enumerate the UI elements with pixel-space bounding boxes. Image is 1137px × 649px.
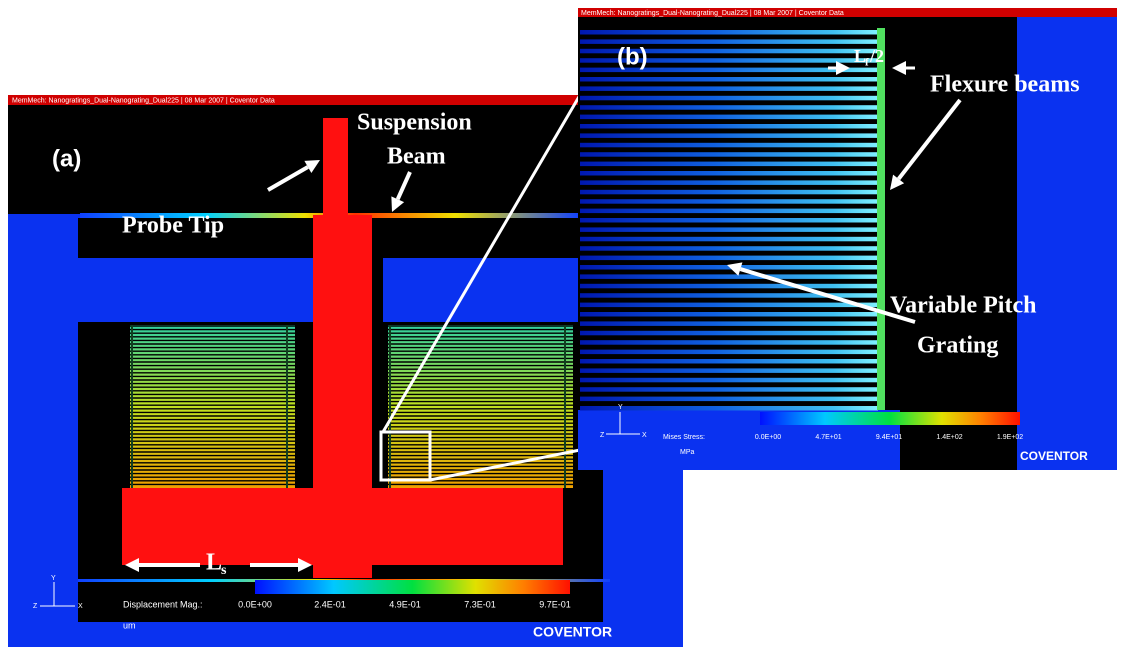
grating-bar [580,190,878,195]
brand: COVENTOR [533,624,612,640]
grating-bar [580,115,878,120]
grating-bar [580,331,878,336]
colorbar-tick-label: 4.7E+01 [815,434,841,441]
annotation: L [206,550,222,576]
brand: COVENTOR [1020,449,1088,463]
grating-bar [580,256,878,261]
grating-bar [580,105,878,110]
flexure-beam [877,28,885,410]
grating-bar [580,124,878,129]
header-text: MemMech: Nanogratings_Dual-Nanograting_D… [12,97,275,104]
annotation: Probe Tip [122,213,224,239]
grating-bar [580,152,878,157]
colorbar-tick-label: 4.9E-01 [389,599,421,609]
colorbar-tick-label: 9.4E+01 [876,434,902,441]
annotation-subscript: f [865,57,869,69]
colorbar [760,412,1020,425]
grating-bar [580,96,878,101]
grating-bar [580,368,878,373]
colorbar-tick-label: 2.4E-01 [314,599,346,609]
grating-bar [580,321,878,326]
triad-label: Y [51,575,56,582]
colorbar [255,580,570,594]
grating-bar [580,387,878,392]
colorbar-unit: um [123,620,136,630]
proof-mass [122,488,563,565]
grating-bar [580,303,878,308]
gratings [580,30,878,411]
grating-bar [580,378,878,383]
grating-bar [580,397,878,402]
grating-area [388,325,573,488]
annotation: Flexure beams [930,72,1080,98]
header-text: MemMech: Nanogratings_Dual-Nanograting_D… [581,10,844,17]
colorbar-title: Mises Stress: [663,434,705,441]
grating-bar [580,340,878,345]
grating-area [130,325,295,488]
grating-bar [580,359,878,364]
figure: MemMech: Nanogratings_Dual-Nanograting_D… [0,0,1137,649]
annotation: Beam [387,144,446,170]
colorbar-tick-label: 0.0E+00 [238,599,272,609]
grating-bar [580,237,878,242]
annotation: Suspension [357,110,472,136]
panel-label: (b) [617,43,648,70]
annotation-subscript: s [221,563,227,578]
grating-bar [580,246,878,251]
triad-label: Y [618,404,623,411]
colorbar-tick-label: 1.4E+02 [936,434,962,441]
grating-bar [580,199,878,204]
panel-label: (a) [52,145,81,172]
grating-bar [580,406,878,411]
triad-label: Z [600,432,605,439]
grating-bar [580,162,878,167]
grating-bar [580,209,878,214]
grating-bar [580,180,878,185]
panel-b: MemMech: Nanogratings_Dual-Nanograting_D… [578,8,1117,470]
grating-bar [580,143,878,148]
colorbar-tick-label: 0.0E+00 [755,434,781,441]
grating-bar [580,30,878,35]
colorbar-title: Displacement Mag.: [123,599,203,609]
colorbar-tick-label: 7.3E-01 [464,599,496,609]
annotation: /2 [869,46,884,66]
grating-bar [580,284,878,289]
triad-label: Z [33,603,38,610]
grating-bar [580,133,878,138]
colorbar-tick-label: 1.9E+02 [997,434,1023,441]
triad-label: X [642,432,647,439]
grating-bar [580,274,878,279]
colorbar-unit: MPa [680,449,695,456]
triad-label: X [78,603,83,610]
probe-tip [323,118,348,218]
colorbar-tick-label: 9.7E-01 [539,599,571,609]
annotation: Grating [917,333,998,359]
region [372,258,383,322]
grating-bar [580,227,878,232]
grating-bar [580,312,878,317]
grating-bar [580,77,878,82]
annotation: Variable Pitch [890,293,1036,319]
grating-bar [580,218,878,223]
grating-bar [580,350,878,355]
grating-bar [580,86,878,91]
grating-bar [580,171,878,176]
